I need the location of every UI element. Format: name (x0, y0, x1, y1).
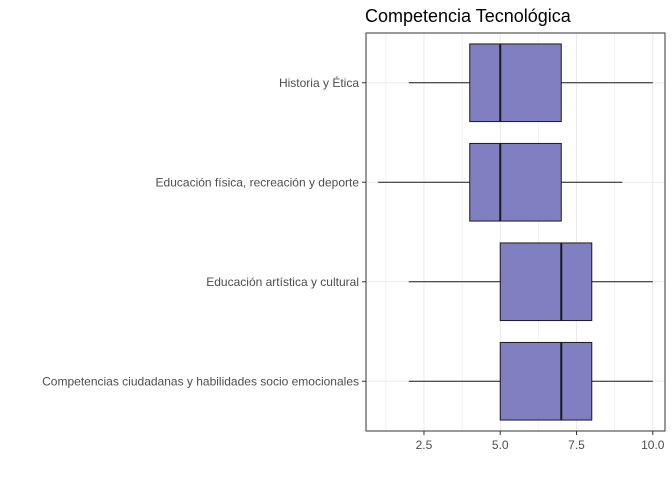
axis-layer: Historia y Ética Educación física, recrea… (42, 75, 665, 452)
box-iqr (469, 142, 562, 222)
box-layer (378, 43, 653, 421)
box-iqr (469, 43, 562, 123)
category-label: Competencias ciudadanas y habilidades so… (42, 374, 359, 388)
box-iqr (499, 242, 593, 322)
category-label: Historia y Ética (279, 75, 359, 90)
category-label: Educación artística y cultural (206, 275, 359, 289)
category-label: Educación física, recreación y deporte (156, 175, 360, 189)
panel-border (365, 32, 666, 432)
box-iqr (499, 341, 593, 421)
x-tick-label: 7.5 (568, 438, 585, 452)
x-tick-label: 5.0 (492, 438, 509, 452)
x-tick-label: 10.0 (641, 438, 665, 452)
chart-title: Competencia Tecnológica (365, 6, 572, 26)
x-tick-label: 2.5 (416, 438, 433, 452)
